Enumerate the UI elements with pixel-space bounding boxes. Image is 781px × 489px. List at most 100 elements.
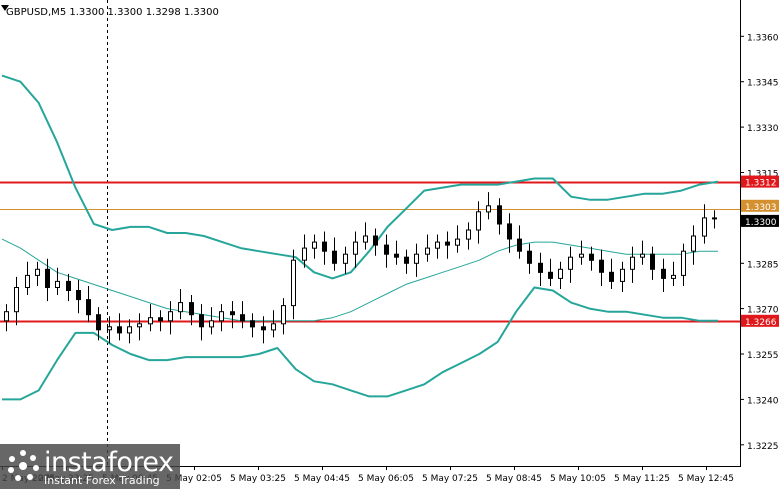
candle-body-33 xyxy=(343,253,348,264)
y-tick-label-2: 1.3330 xyxy=(747,124,779,134)
candle-body-48 xyxy=(497,205,502,225)
candle-body-9 xyxy=(96,314,101,331)
candles-layer xyxy=(4,192,717,344)
candle-body-3 xyxy=(35,268,40,276)
candle-body-58 xyxy=(599,259,604,273)
y-tick-label-3: 1.3315 xyxy=(747,170,779,180)
x-tick-label-9: 5 May 10:05 xyxy=(550,474,606,484)
x-tick-label-8: 5 May 08:45 xyxy=(486,474,542,484)
levels-layer xyxy=(0,181,740,323)
candle-body-29 xyxy=(302,247,307,261)
y-tick-label-8: 1.3225 xyxy=(747,442,779,452)
x-tick-label-10: 5 May 11:25 xyxy=(614,474,670,484)
candle-body-30 xyxy=(312,241,317,249)
bollinger-upper-line xyxy=(1,74,719,280)
level-label-bg-3 xyxy=(741,314,779,327)
candle-body-1 xyxy=(14,287,19,313)
candle-body-56 xyxy=(579,253,584,258)
candle-body-41 xyxy=(425,247,430,255)
y-tick-label-4: 1.3285 xyxy=(747,260,779,270)
candle-body-49 xyxy=(507,223,512,240)
candle-body-54 xyxy=(558,268,563,279)
candle-body-35 xyxy=(363,235,368,243)
chart-title: GBPUSD,M5 1.3300 1.3300 1.3298 1.3300 xyxy=(6,7,219,18)
candle-body-20 xyxy=(209,320,214,328)
bollinger-middle-line xyxy=(1,238,718,322)
x-tick-label-7: 5 May 07:25 xyxy=(422,474,478,484)
level-label-3: 1.3266 xyxy=(745,318,777,328)
y-tick-label-1: 1.3345 xyxy=(747,79,779,89)
candle-body-69 xyxy=(712,217,717,220)
candle-body-66 xyxy=(681,250,686,276)
candle-body-31 xyxy=(322,241,327,252)
candle-body-43 xyxy=(445,241,450,246)
candle-body-13 xyxy=(137,323,142,328)
candle-body-53 xyxy=(548,271,553,279)
candle-body-38 xyxy=(394,253,399,258)
x-tick-label-5: 5 May 04:45 xyxy=(294,474,350,484)
candle-body-4 xyxy=(45,268,50,288)
candle-body-65 xyxy=(671,274,676,279)
candle-body-5 xyxy=(55,280,60,288)
candle-body-23 xyxy=(240,314,245,322)
candle-body-32 xyxy=(332,250,337,264)
candle-body-59 xyxy=(609,271,614,282)
candle-body-25 xyxy=(261,326,266,331)
candle-body-17 xyxy=(178,302,183,313)
y-tick-label-6: 1.3255 xyxy=(747,351,779,361)
level-labels: 1.3312 1.3303 1.3300 1.3266 xyxy=(741,175,779,328)
candle-body-51 xyxy=(527,250,532,264)
candle-body-6 xyxy=(66,280,71,291)
candle-body-50 xyxy=(517,238,522,252)
candle-body-12 xyxy=(127,326,132,334)
candle-body-67 xyxy=(691,235,696,252)
level-label-bg-1 xyxy=(741,199,779,212)
watermark-brand: instaforex xyxy=(44,447,174,478)
level-label-1: 1.3303 xyxy=(745,203,777,213)
candle-body-26 xyxy=(271,323,276,331)
level-label-bg-0 xyxy=(741,175,779,188)
instaforex-logo-icon xyxy=(8,450,39,481)
watermark: instaforex Instant Forex Trading xyxy=(0,444,180,489)
candle-body-63 xyxy=(650,253,655,270)
candle-body-61 xyxy=(630,256,635,270)
level-label-2: 1.3300 xyxy=(745,218,777,228)
y-tick-label-5: 1.3270 xyxy=(747,306,779,316)
candle-body-19 xyxy=(199,314,204,328)
candle-body-47 xyxy=(486,205,491,213)
candle-body-8 xyxy=(86,299,91,316)
candle-body-11 xyxy=(117,326,122,334)
candle-body-55 xyxy=(568,256,573,270)
candle-body-64 xyxy=(661,268,666,279)
x-tick-label-11: 5 May 12:45 xyxy=(678,474,734,484)
bollinger-bands xyxy=(1,74,719,401)
candle-body-68 xyxy=(702,217,707,237)
candle-body-36 xyxy=(373,235,378,246)
symbol-dropdown-icon[interactable] xyxy=(1,5,9,11)
candle-body-14 xyxy=(148,317,153,325)
candle-body-0 xyxy=(4,311,9,322)
candle-body-45 xyxy=(466,229,471,240)
candle-body-39 xyxy=(404,256,409,264)
candle-body-52 xyxy=(538,262,543,273)
candle-body-57 xyxy=(589,253,594,261)
candle-body-27 xyxy=(281,305,286,325)
candle-body-44 xyxy=(455,238,460,246)
y-tick-label-0: 1.3360 xyxy=(747,33,779,43)
x-tick-label-4: 5 May 03:25 xyxy=(230,474,286,484)
candle-body-24 xyxy=(250,320,255,328)
candle-body-46 xyxy=(476,211,481,231)
candle-body-16 xyxy=(168,311,173,322)
candle-body-40 xyxy=(414,253,419,264)
candle-body-34 xyxy=(353,241,358,255)
candle-body-10 xyxy=(107,326,112,331)
candle-body-62 xyxy=(640,253,645,258)
y-tick-label-7: 1.3240 xyxy=(747,396,779,406)
x-tick-label-3: 5 May 02:05 xyxy=(166,474,222,484)
candle-body-28 xyxy=(291,259,296,307)
bollinger-lower-line xyxy=(2,286,718,401)
x-tick-label-6: 5 May 06:05 xyxy=(358,474,414,484)
